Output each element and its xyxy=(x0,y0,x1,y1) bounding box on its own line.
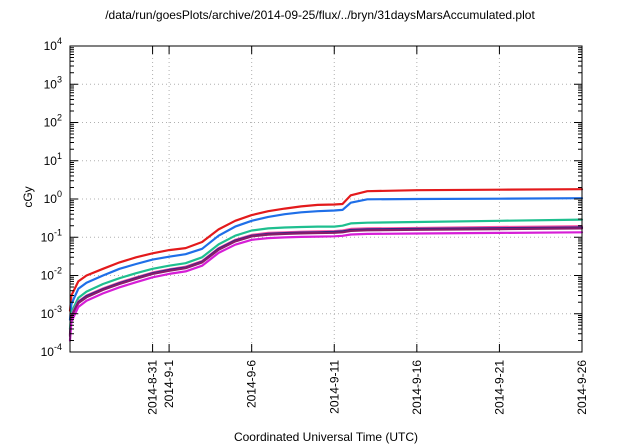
x-tick-label: 2014-9-21 xyxy=(492,360,506,415)
y-tick-label: 100 xyxy=(44,189,62,206)
y-tick-label: 10-4 xyxy=(41,342,62,359)
y-tick-label: 10-2 xyxy=(41,266,62,283)
x-tick-label: 2014-8-31 xyxy=(146,360,160,415)
y-tick-label: 102 xyxy=(44,113,62,130)
series-line xyxy=(68,188,584,312)
chart-title: /data/run/goesPlots/archive/2014-09-25/f… xyxy=(105,8,535,22)
x-tick-label: 2014-9-11 xyxy=(327,360,341,414)
y-tick-label: 103 xyxy=(44,74,62,91)
x-tick-label: 2014-9-16 xyxy=(410,360,424,415)
series-line xyxy=(68,227,584,338)
x-tick-label: 2014-9-1 xyxy=(162,360,176,408)
series-group xyxy=(68,188,584,342)
y-tick-label: 10-1 xyxy=(41,227,62,244)
y-tick-label: 10-3 xyxy=(41,304,62,321)
series-line xyxy=(68,226,584,336)
x-axis-label: Coordinated Universal Time (UTC) xyxy=(233,430,419,444)
x-tick-label: 2014-9-6 xyxy=(245,360,259,408)
y-axis-label: cGy xyxy=(21,186,35,208)
y-tick-label: 104 xyxy=(44,36,62,53)
series-line xyxy=(68,218,584,331)
y-tick-label: 101 xyxy=(44,151,62,168)
series-line xyxy=(68,231,584,342)
x-tick-label: 2014-9-26 xyxy=(575,360,589,415)
series-line xyxy=(68,197,584,321)
ticks: 10-4 10-3 10-2 10-1 100 101 102 103 104 2014-8-31… xyxy=(41,36,589,415)
